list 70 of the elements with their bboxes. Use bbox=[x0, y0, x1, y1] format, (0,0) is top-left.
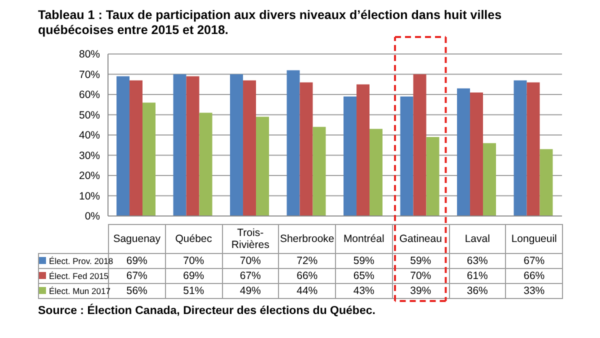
x-tick-label: Saguenay bbox=[108, 224, 166, 254]
data-label: 49% bbox=[222, 284, 279, 298]
bar bbox=[483, 143, 496, 216]
x-tick-label: Québec bbox=[165, 224, 222, 254]
data-label: 59% bbox=[336, 254, 392, 268]
y-tick-label: 40% bbox=[78, 130, 100, 142]
bar bbox=[400, 96, 414, 216]
bar bbox=[256, 116, 270, 216]
data-label: 56% bbox=[108, 284, 166, 298]
x-tick-label: Sherbrooke bbox=[278, 224, 336, 254]
bar bbox=[540, 149, 553, 216]
bar bbox=[186, 76, 200, 216]
bar bbox=[457, 88, 470, 216]
data-label: 51% bbox=[165, 284, 222, 298]
chart-title: Tableau 1 : Taux de participation aux divers niveaux d’élection dans huit villes québécoises entre 2015 et 2018. bbox=[38, 8, 503, 38]
x-tick-label: Trois-Rivières bbox=[222, 224, 279, 254]
legend-label: Élect. Mun 2017 bbox=[38, 284, 110, 298]
bar bbox=[116, 76, 130, 216]
data-label: 36% bbox=[449, 284, 506, 298]
data-label: 69% bbox=[126, 255, 148, 267]
bar bbox=[526, 82, 540, 216]
x-tick-label: Montréal bbox=[336, 224, 392, 254]
data-label: 67% bbox=[222, 268, 279, 284]
x-tick-label: Longueuil bbox=[506, 224, 562, 254]
data-label: 67% bbox=[506, 254, 562, 268]
bar bbox=[413, 74, 426, 216]
bar bbox=[286, 70, 300, 216]
data-label: 70% bbox=[392, 268, 449, 284]
data-label: 70% bbox=[222, 254, 279, 268]
data-label: 72% bbox=[278, 254, 336, 268]
data-label: 69% bbox=[165, 268, 222, 284]
y-tick-label: 50% bbox=[78, 109, 100, 122]
data-label: 43% bbox=[336, 284, 392, 298]
bar bbox=[173, 74, 186, 216]
y-tick-label: 80% bbox=[78, 48, 100, 61]
bar bbox=[312, 126, 326, 216]
data-label: 66% bbox=[278, 268, 336, 284]
data-label: 59% bbox=[392, 254, 449, 268]
bar bbox=[426, 137, 440, 216]
bar bbox=[344, 96, 357, 216]
data-label: 66% bbox=[506, 268, 562, 284]
legend-label: Élect. Prov. 2018 bbox=[48, 255, 114, 268]
y-tick-label: 20% bbox=[78, 170, 100, 182]
data-label: 63% bbox=[449, 254, 506, 268]
bar bbox=[230, 74, 244, 216]
bar bbox=[514, 80, 527, 216]
x-tick-label: Laval bbox=[449, 224, 506, 254]
source-note: Source : Élection Canada, Directeur des élections du Québec. bbox=[38, 305, 376, 317]
bar bbox=[130, 80, 143, 216]
y-tick-label: 60% bbox=[78, 89, 100, 102]
bar bbox=[199, 112, 212, 216]
data-label: 44% bbox=[278, 284, 336, 298]
bar bbox=[300, 82, 313, 216]
data-label: 61% bbox=[449, 268, 506, 284]
legend-label: Élect. Fed 2015 bbox=[38, 268, 109, 284]
bar bbox=[470, 92, 484, 216]
y-tick-label: 0% bbox=[84, 210, 100, 223]
bar bbox=[142, 102, 156, 216]
bar bbox=[243, 80, 256, 216]
data-label: 39% bbox=[392, 284, 449, 298]
y-tick-label: 10% bbox=[78, 190, 100, 202]
data-label: 65% bbox=[336, 268, 392, 284]
data-label: 70% bbox=[165, 254, 222, 268]
bar bbox=[356, 84, 370, 216]
x-tick-label: Gatineau bbox=[392, 224, 449, 254]
y-tick-label: 70% bbox=[78, 68, 100, 81]
bar bbox=[370, 128, 383, 216]
data-label: 33% bbox=[506, 284, 562, 298]
data-label: 67% bbox=[108, 268, 166, 284]
y-tick-label: 30% bbox=[78, 150, 100, 162]
